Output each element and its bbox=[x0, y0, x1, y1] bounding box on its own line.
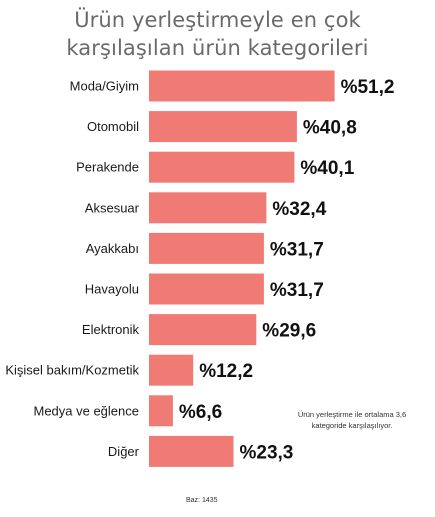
chart-annotation: Ürün yerleştirme ile ortalama 3,6 katego… bbox=[297, 410, 407, 430]
category-label-1: Otomobil bbox=[87, 119, 139, 134]
value-label-6: %29,6 bbox=[262, 321, 316, 342]
bar-0 bbox=[149, 70, 335, 102]
bar-4 bbox=[149, 232, 264, 264]
value-label-3: %32,4 bbox=[272, 199, 326, 220]
value-label-9: %23,3 bbox=[240, 442, 294, 463]
value-label-4: %31,7 bbox=[270, 239, 324, 260]
bar-5 bbox=[149, 273, 264, 305]
value-label-7: %12,2 bbox=[199, 361, 253, 382]
chart-title-line-2: karşılaşılan ürün kategorileri bbox=[66, 36, 369, 60]
category-label-7: Kişisel bakım/Kozmetik bbox=[5, 363, 139, 378]
category-label-0: Moda/Giyim bbox=[70, 79, 139, 94]
value-label-5: %31,7 bbox=[270, 280, 324, 301]
category-label-6: Elektronik bbox=[82, 322, 140, 337]
value-label-0: %51,2 bbox=[341, 77, 395, 98]
bar-2 bbox=[149, 151, 295, 183]
chart-title-line-1: Ürün yerleştirmeyle en çok bbox=[74, 8, 361, 32]
category-label-4: Ayakkabı bbox=[86, 241, 139, 256]
category-label-3: Aksesuar bbox=[85, 200, 140, 215]
category-label-8: Medya ve eğlence bbox=[33, 403, 139, 418]
bar-9 bbox=[149, 435, 234, 467]
bar-1 bbox=[149, 111, 297, 143]
value-label-1: %40,8 bbox=[303, 118, 357, 139]
bar-8 bbox=[149, 395, 173, 427]
category-label-5: Havayolu bbox=[85, 282, 139, 297]
value-label-8: %6,6 bbox=[179, 402, 222, 423]
value-label-2: %40,1 bbox=[300, 158, 354, 179]
chart-footnote: Baz: 1435 bbox=[186, 497, 218, 504]
category-label-2: Perakende bbox=[76, 160, 139, 175]
bar-7 bbox=[149, 354, 194, 386]
category-label-9: Diğer bbox=[108, 444, 140, 459]
bar-6 bbox=[149, 314, 257, 346]
bar-3 bbox=[149, 192, 267, 224]
